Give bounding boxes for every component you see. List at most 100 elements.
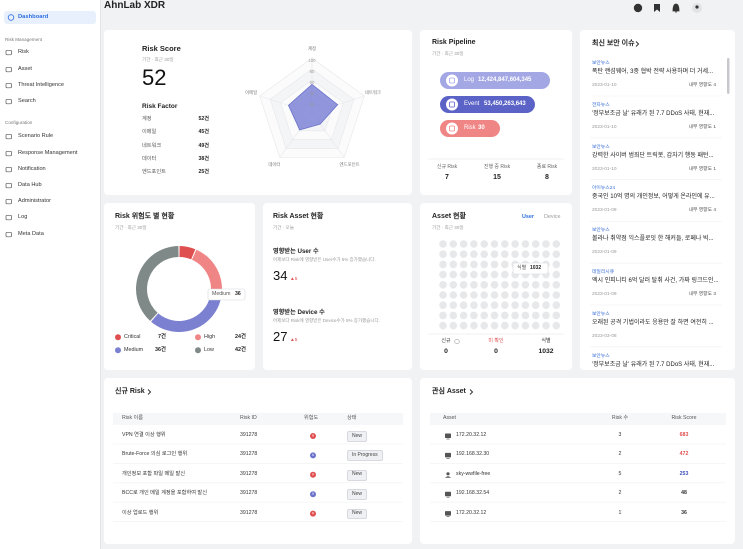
nav-item[interactable]: Administrator (18, 198, 51, 204)
status-pill: New (347, 489, 368, 500)
news-headline[interactable]: '정부보조금 날' 유래가 된 7.7 DDoS 사태, 현재... (592, 110, 715, 117)
factor-value: 45건 (198, 129, 209, 136)
risk-name[interactable]: 이상 업로드 행위 (122, 509, 159, 516)
news-source: 보안뉴스 (592, 228, 610, 234)
news-headline[interactable]: '정부보조금 날' 유래가 된 7.7 DDoS 사태, 현재... (592, 361, 715, 368)
nav-item[interactable]: Scenario Rule (18, 133, 54, 139)
tooltip-name: Medium (212, 290, 231, 297)
status-pill: New (347, 508, 368, 520)
news-headline[interactable]: 볼라나 취약점 익스플로잇 한 해커들, 로페나 빅... (592, 236, 714, 243)
nav-item[interactable]: Risk (18, 49, 29, 55)
factor-name: 네트워크 (142, 142, 162, 149)
radar-axis-label: 데이터 (268, 161, 281, 167)
nav-item[interactable]: Dashboard (18, 14, 49, 20)
risk-id: 391278 (240, 432, 258, 438)
nav-active[interactable] (4, 11, 96, 24)
risk-count: 2 (618, 490, 622, 497)
tooltip-value: 36 (235, 290, 241, 297)
card (104, 203, 255, 370)
card-subtitle: 기간 · 최근 30일 (432, 51, 464, 56)
radar-tick-label: 40 (309, 91, 315, 96)
card-subtitle: 기간 · 최근 30일 (142, 57, 174, 62)
news-headline[interactable]: 폭탄 랜섬웨어, 3중 협박 전략 사용하며 더 거세... (592, 69, 714, 75)
factor-name: 이메일 (142, 129, 157, 136)
block-value: 27 (273, 329, 288, 344)
section-title: Risk Factor (142, 103, 178, 110)
radar-tick-label: 100 (308, 58, 316, 63)
risk-count: 3 (618, 432, 622, 438)
news-date: 2023-01-09 (592, 292, 617, 297)
asset-name[interactable]: sky-wwfile-free (456, 470, 491, 477)
asset-name[interactable]: 192.168.32.54 (456, 490, 490, 497)
nav-item[interactable]: Response Management (18, 150, 78, 156)
legend-name: Low (204, 347, 214, 353)
nav-item[interactable]: Meta Data (18, 231, 44, 237)
stage-count: 12,424,847,604,345 (478, 77, 532, 83)
legend-name: Medium (124, 347, 144, 353)
radar-axis-label: 계정 (307, 46, 317, 51)
column-header: Risk 이름 (122, 415, 144, 421)
nav-item[interactable]: Threat Intelligence (18, 82, 65, 88)
news-source: 보안뉴스 (592, 353, 610, 359)
news-source: 데일리시큐 (592, 270, 615, 275)
asset-name[interactable]: 172.20.32.12 (456, 509, 487, 516)
news-headline[interactable]: 오래된 공격 기법이라도 응용만 잘 하면 여전히 ... (592, 319, 714, 326)
risk-name[interactable]: Brute-Force 의심 로그인 행위 (122, 451, 188, 458)
factor-name: 계정 (142, 116, 152, 122)
nav-item[interactable]: Search (18, 98, 36, 104)
legend-value: 42건 (235, 347, 246, 353)
risk-score: 36 (681, 509, 687, 516)
nav-item[interactable]: Data Hub (18, 182, 42, 188)
tooltip-name: 식별 (517, 264, 527, 271)
risk-name[interactable]: BCC로 개인 메일 계정을 포함하여 발신 (122, 490, 207, 497)
summary-label: 미 확인 (488, 338, 504, 344)
risk-count: 2 (618, 451, 622, 458)
news-date: 2023-01-10 (592, 83, 617, 88)
news-headline[interactable]: 강력한 사이버 범죄단 트릭봇, 갑자기 행동 패턴... (592, 152, 714, 159)
factor-name: 엔드포인트 (142, 169, 166, 176)
news-impact: 내부 영향도 1 (688, 166, 716, 172)
legend-value: 24건 (235, 334, 246, 340)
news-headline[interactable]: 엑시 인피니티 6억 달러 탈취 사건, 가짜 링크드인... (592, 278, 719, 284)
card-title: 최신 보안 이슈 (592, 40, 635, 47)
block-title: 영향받는 Device 수 (273, 309, 325, 316)
legend-name: Critical (124, 334, 141, 340)
status-pill: In Progress (347, 450, 383, 462)
user-icon (695, 5, 699, 9)
column-header: Risk 수 (611, 415, 629, 421)
news-date: 2023-01-09 (592, 208, 617, 214)
asset-name[interactable]: 192.168.32.30 (456, 451, 490, 458)
bookmark-icon (654, 4, 660, 12)
app-title: AhnLab XDR (104, 0, 166, 11)
block-value: 34 (273, 268, 288, 283)
legend-value: 36건 (155, 347, 166, 353)
summary-label: 신규 (441, 338, 451, 344)
card (420, 378, 735, 544)
news-impact: 내부 영향도 1 (688, 124, 716, 130)
radar-axis-label: 엔드포인트 (339, 161, 360, 167)
radar-tick-label: 60 (309, 80, 315, 85)
news-source: 전자뉴스 (592, 102, 610, 108)
stage-count: 30 (478, 125, 485, 131)
column-header: 상태 (347, 415, 357, 421)
tab[interactable]: Device (544, 214, 561, 220)
factor-value: 25건 (198, 169, 209, 176)
tooltip-value: 1032 (530, 264, 542, 271)
summary-label: 식별 (541, 338, 551, 344)
nav-item[interactable]: Notification (18, 166, 46, 172)
risk-id: 391278 (240, 470, 258, 477)
risk-score: 472 (679, 451, 689, 458)
news-headline[interactable]: 중국인 10억 명의 개인정보, 어떻게 온라인에 유... (592, 194, 715, 201)
tab[interactable]: User (522, 214, 534, 220)
stage-name: Log (464, 77, 475, 83)
factor-name: 데이터 (142, 155, 157, 162)
card (263, 203, 412, 370)
risk-name[interactable]: VPN 연결 이상 행위 (122, 432, 166, 438)
nav-item[interactable]: Log (18, 214, 28, 220)
news-date: 2023-01-10 (592, 124, 617, 130)
block-delta: ▲5 (290, 277, 298, 282)
nav-item[interactable]: Asset (18, 66, 32, 72)
risk-name[interactable]: 개인정보 포함 파일 메일 발신 (122, 470, 186, 477)
asset-name[interactable]: 172.20.32.12 (456, 432, 487, 438)
